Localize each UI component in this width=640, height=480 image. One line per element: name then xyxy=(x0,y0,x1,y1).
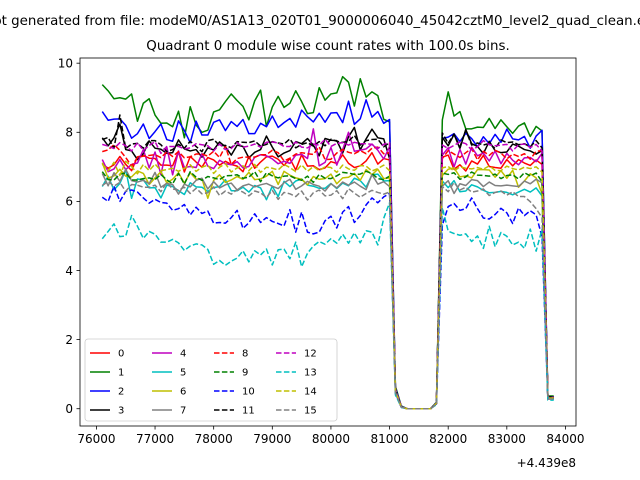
x-tick-label: 80000 xyxy=(312,432,350,446)
legend-label-8: 8 xyxy=(242,349,248,360)
legend-label-4: 4 xyxy=(180,349,186,360)
series-line-7 xyxy=(101,168,554,410)
y-tick-label: 8 xyxy=(65,126,73,140)
legend-label-6: 6 xyxy=(180,387,186,398)
series-line-4 xyxy=(101,128,554,410)
series-line-3 xyxy=(101,123,554,410)
legend-label-10: 10 xyxy=(242,387,255,398)
series-line-12 xyxy=(102,138,554,410)
series-line-10 xyxy=(101,185,554,410)
axes: 76000 77000 78000 79000 80000 81000 82000 83000… xyxy=(58,56,585,446)
x-tick-label: 78000 xyxy=(195,432,233,446)
legend-label-15: 15 xyxy=(304,406,317,417)
series-line-8 xyxy=(102,143,554,410)
legend-label-7: 7 xyxy=(180,406,186,417)
x-tick-label: 77000 xyxy=(136,432,174,446)
x-tick-label: 82000 xyxy=(429,432,467,446)
legend-label-12: 12 xyxy=(304,349,317,360)
series-line-9 xyxy=(101,170,554,410)
x-tick-label: 84000 xyxy=(546,432,584,446)
y-tick-label: 10 xyxy=(58,56,73,70)
x-tick-label: 79000 xyxy=(253,432,291,446)
x-tick-label: 83000 xyxy=(488,432,526,446)
series-line-1 xyxy=(101,75,554,410)
legend-label-0: 0 xyxy=(118,349,124,360)
legend-box xyxy=(84,338,338,422)
x-offset-label: +4.439e8 xyxy=(517,456,576,470)
chart-title: Quadrant 0 module wise count rates with … xyxy=(146,39,509,54)
plot-frame xyxy=(79,57,577,427)
y-tick-label: 4 xyxy=(65,264,73,278)
series-line-15 xyxy=(101,180,554,410)
figure-suptitle: Plot generated from file: modeM0/AS1A13_… xyxy=(0,14,640,29)
y-tick-label: 2 xyxy=(65,333,73,347)
x-tick-label: 81000 xyxy=(370,432,408,446)
y-tick-label: 0 xyxy=(65,402,73,416)
legend-label-3: 3 xyxy=(118,406,124,417)
y-tick-label: 6 xyxy=(65,195,73,209)
series-line-14 xyxy=(101,160,554,410)
legend-label-1: 1 xyxy=(118,368,124,379)
x-tick-label: 76000 xyxy=(77,432,115,446)
legend-label-2: 2 xyxy=(118,387,124,398)
legend-label-5: 5 xyxy=(180,368,186,379)
legend-label-9: 9 xyxy=(242,368,248,379)
series-lines xyxy=(101,75,554,410)
legend-label-14: 14 xyxy=(304,387,317,398)
legend-label-13: 13 xyxy=(304,368,317,379)
series-line-13 xyxy=(101,202,554,410)
legend-label-11: 11 xyxy=(242,406,255,417)
